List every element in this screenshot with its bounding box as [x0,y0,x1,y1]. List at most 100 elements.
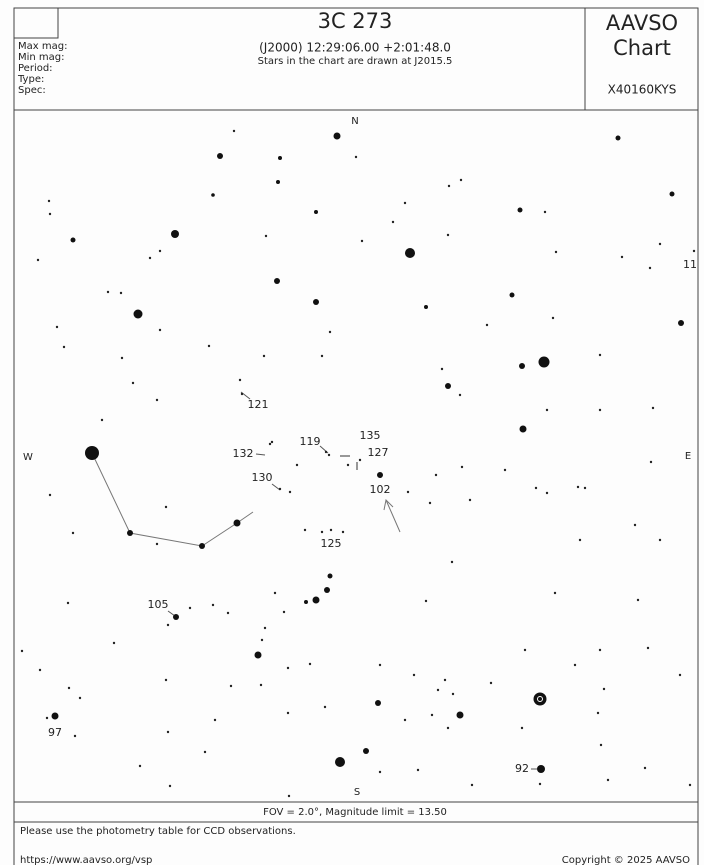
star [403,718,407,722]
star [199,543,205,549]
star [578,538,582,542]
star [424,305,428,309]
star [346,463,350,467]
star [363,748,369,754]
star [286,711,290,715]
star [534,486,538,490]
star [649,460,653,464]
field-label: Min mag: [18,52,65,63]
star [203,750,207,754]
star [36,258,40,262]
corner-box [13,7,59,39]
star [320,354,324,358]
coordinates: (J2000) 12:29:06.00 +2:01:48.0 [259,41,451,55]
star [615,135,621,141]
frame [13,7,699,865]
star [669,191,675,197]
comparison-label: 102 [370,483,391,496]
star [606,778,610,782]
star [262,354,266,358]
star [658,242,662,246]
star [276,180,280,184]
star [324,587,330,593]
compass-east: E [685,451,691,462]
star-ring [537,696,543,702]
comparison-label: 127 [368,446,389,459]
star [468,498,472,502]
star [517,207,523,213]
star [287,794,291,798]
star [173,614,179,620]
comparison-label: 105 [148,598,169,611]
star [434,473,438,477]
star [155,398,159,402]
star [688,783,692,787]
star [678,673,682,677]
star [424,599,428,603]
star [519,425,527,433]
note: Please use the photometry table for CCD … [20,826,296,837]
star [329,528,333,532]
star [211,193,215,197]
star [47,199,51,203]
star [324,450,328,454]
star [519,363,525,369]
star [416,768,420,772]
star [537,765,545,773]
comparison-label: 92 [515,762,529,775]
star [460,465,464,469]
star [428,501,432,505]
star [602,687,606,691]
star [158,249,162,253]
star [573,663,577,667]
star [545,408,549,412]
star [658,538,662,542]
star [430,713,434,717]
star [312,596,320,604]
star [651,406,655,410]
field-label: Type: [17,74,44,85]
fov: FOV = 2.0°, Magnitude limit = 13.50 [263,807,447,818]
compass-south: S [354,787,360,798]
star [576,485,580,489]
star [533,692,547,706]
star [335,757,345,767]
star [328,330,332,334]
title: 3C 273 [318,9,393,33]
star [646,646,650,650]
star [456,711,464,719]
star [100,418,104,422]
star [73,734,77,738]
star [166,623,170,627]
star [583,486,587,490]
star [327,453,331,457]
star [412,673,416,677]
star [51,712,59,720]
star [48,212,52,216]
field-label: Period: [18,63,53,74]
star [553,591,557,595]
compass-north: N [351,116,358,127]
star [458,393,462,397]
chart-id: X40160KYS [608,83,677,97]
star [164,505,168,509]
star [274,278,280,284]
star [446,726,450,730]
star [406,490,410,494]
star [282,610,286,614]
star [229,684,233,688]
brand: AAVSO [606,11,678,35]
star [207,344,211,348]
star [112,641,116,645]
star [313,299,319,305]
star [543,210,547,214]
star [70,237,76,243]
star [360,239,364,243]
star [436,688,440,692]
star [295,463,299,467]
star [55,325,59,329]
star [217,153,223,159]
star [120,356,124,360]
star [520,726,524,730]
star [358,458,362,462]
